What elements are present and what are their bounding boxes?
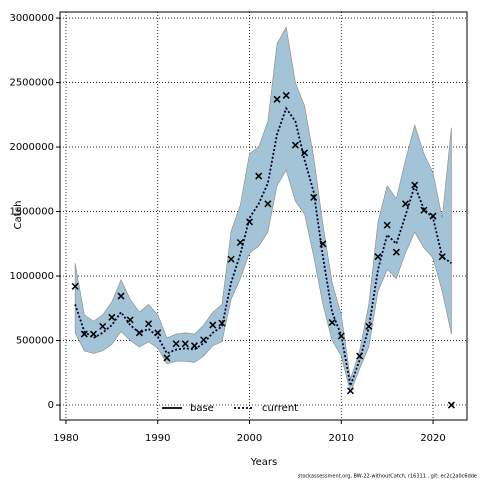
observation-marker xyxy=(154,329,162,337)
observation-marker xyxy=(310,193,318,201)
observation-marker xyxy=(429,212,437,220)
observation-marker xyxy=(411,181,419,189)
observation-marker xyxy=(135,329,143,337)
observation-marker xyxy=(401,200,410,208)
observation-marker xyxy=(264,200,272,208)
observation-marker xyxy=(126,316,134,324)
footer: stockassessment.org, BW-22-withoutCatch,… xyxy=(298,474,477,480)
observation-marker xyxy=(328,318,336,327)
observation-marker xyxy=(200,336,208,344)
legend-label: current xyxy=(262,403,298,414)
x-tick-label: 2010 xyxy=(329,433,354,444)
observation-marker xyxy=(392,248,400,256)
plot-frame xyxy=(59,11,468,421)
observation-marker xyxy=(80,330,88,338)
x-tick-label: 2000 xyxy=(237,433,262,444)
observation-marker xyxy=(301,149,309,157)
y-tick-label: 1500000 xyxy=(9,207,54,218)
observation-marker xyxy=(108,313,116,321)
observation-marker xyxy=(181,340,189,348)
y-tick-label: 1000000 xyxy=(9,271,54,282)
observation-marker xyxy=(117,292,125,300)
observation-marker xyxy=(227,255,235,263)
y-tick-label: 2000000 xyxy=(9,142,54,153)
y-tick-label: 0 xyxy=(48,400,54,411)
legend-label: base xyxy=(190,403,214,414)
observation-marker xyxy=(383,221,391,229)
observation-marker xyxy=(365,322,373,330)
y-axis-label: Catch xyxy=(13,201,24,230)
y-tick-label: 2500000 xyxy=(9,78,54,89)
observation-marker xyxy=(89,330,98,338)
observation-marker xyxy=(145,320,153,328)
observation-marker xyxy=(163,354,171,362)
observation-marker xyxy=(209,321,217,329)
observation-marker xyxy=(438,253,446,261)
observation-marker xyxy=(99,322,107,330)
x-axis-label: Years xyxy=(250,457,277,468)
observation-marker xyxy=(218,319,226,327)
x-tick-label: 2020 xyxy=(420,433,445,444)
observation-marker xyxy=(273,95,281,103)
observation-marker xyxy=(374,253,382,261)
observation-marker xyxy=(245,218,254,226)
x-tick-label: 1980 xyxy=(53,433,78,444)
observation-marker xyxy=(291,141,299,149)
confidence-band xyxy=(74,26,452,394)
x-tick-label: 1990 xyxy=(145,433,170,444)
observation-marker xyxy=(190,342,198,350)
observation-marker xyxy=(255,172,263,180)
observation-marker xyxy=(71,282,79,290)
observation-marker xyxy=(447,401,455,409)
y-tick-label: 500000 xyxy=(16,336,54,347)
observation-marker xyxy=(356,352,364,360)
observation-marker xyxy=(337,332,345,340)
observation-marker xyxy=(282,91,290,99)
observation-marker xyxy=(172,340,180,348)
observation-marker xyxy=(319,240,327,248)
observation-marker xyxy=(420,206,428,214)
y-tick-label: 3000000 xyxy=(9,13,54,24)
observation-marker xyxy=(346,387,354,395)
observation-marker xyxy=(236,238,244,247)
